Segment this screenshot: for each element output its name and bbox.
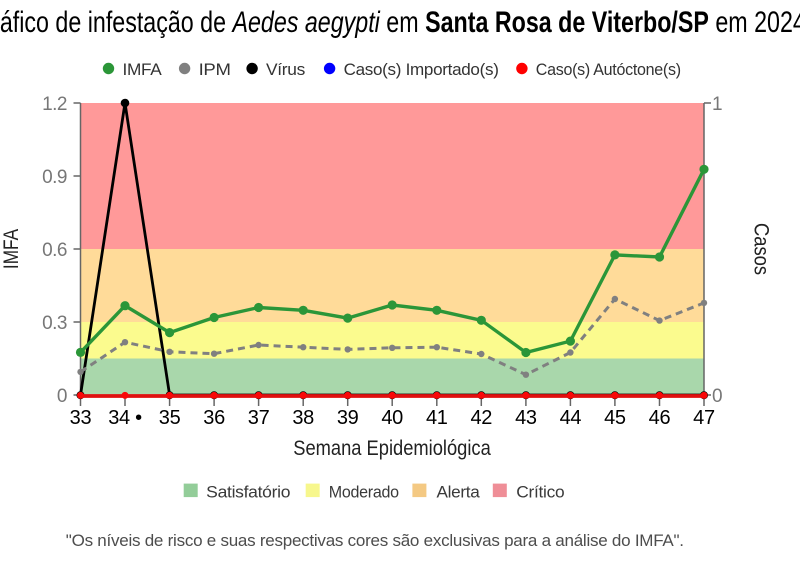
svg-text:0: 0: [712, 386, 722, 407]
svg-text:33: 33: [70, 407, 92, 429]
svg-text:"Os níveis de risco e suas res: "Os níveis de risco e suas respectivas c…: [66, 531, 684, 550]
svg-text:Satisfatório: Satisfatório: [206, 483, 290, 502]
svg-text:43: 43: [515, 407, 537, 429]
svg-text:47: 47: [693, 407, 715, 429]
svg-text:35: 35: [159, 407, 181, 429]
svg-text:0.6: 0.6: [42, 240, 67, 261]
svg-text:Casos: Casos: [749, 223, 772, 275]
svg-text:37: 37: [248, 407, 270, 429]
svg-text:45: 45: [604, 407, 626, 429]
svg-text:Vírus: Vírus: [266, 60, 305, 79]
svg-text:42: 42: [470, 407, 492, 429]
svg-text:Semana Epidemiológica: Semana Epidemiológica: [293, 437, 491, 460]
svg-text:34 •: 34 •: [108, 407, 142, 429]
svg-text:46: 46: [649, 407, 671, 429]
svg-text:Moderado: Moderado: [329, 483, 399, 502]
svg-text:36: 36: [203, 407, 225, 429]
svg-text:Caso(s) Autóctone(s): Caso(s) Autóctone(s): [536, 60, 681, 79]
svg-text:IMFA: IMFA: [1, 229, 24, 269]
svg-text:40: 40: [381, 407, 403, 429]
svg-text:38: 38: [292, 407, 314, 429]
svg-text:Crítico: Crítico: [516, 483, 564, 502]
svg-text:Caso(s) Importado(s): Caso(s) Importado(s): [344, 60, 499, 79]
svg-text:1: 1: [712, 94, 722, 115]
svg-text:44: 44: [560, 407, 582, 429]
svg-text:Alerta: Alerta: [437, 483, 481, 502]
svg-text:41: 41: [426, 407, 448, 429]
svg-text:0.9: 0.9: [42, 167, 67, 188]
svg-text:1.2: 1.2: [42, 94, 67, 115]
svg-text:IPM: IPM: [199, 60, 231, 79]
svg-text:IMFA: IMFA: [123, 60, 163, 79]
svg-text:0.3: 0.3: [42, 313, 67, 334]
svg-text:0: 0: [57, 386, 67, 407]
svg-text:39: 39: [337, 407, 359, 429]
